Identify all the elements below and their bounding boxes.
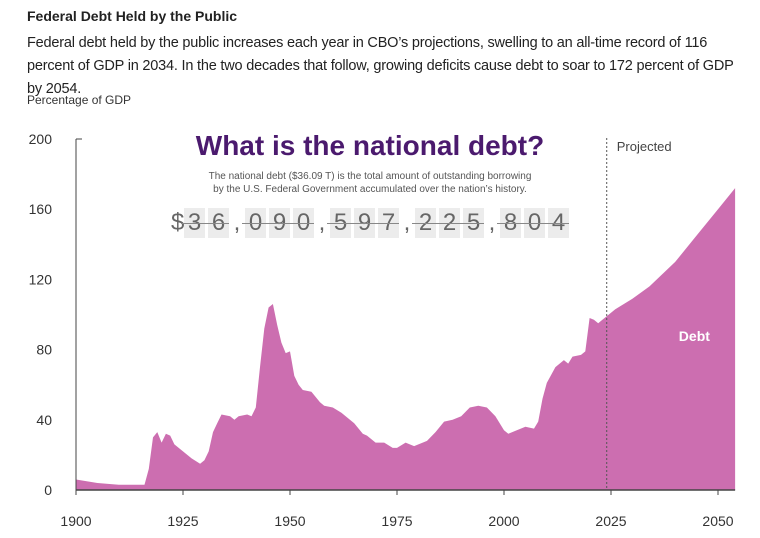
overlay-subtitle-line1: The national debt ($36.09 T) is the tota… [208,171,532,182]
counter-digit: 5 [327,208,351,238]
x-tick-label: 2050 [702,513,733,529]
y-tick-label: 80 [36,342,52,358]
counter-digit: 4 [545,208,569,238]
overlay-subtitle: The national debt ($36.09 T) is the tota… [140,170,600,196]
counter-digit: 0 [290,208,314,238]
y-tick-label: 200 [29,131,53,147]
debt-counter: $3 6, 0 9 0, 5 9 7, 2 2 5, 8 0 4 [140,208,600,238]
counter-separator: , [233,209,241,236]
y-tick-label: 40 [36,412,52,428]
series-label-debt: Debt [679,328,710,344]
overlay-title: What is the national debt? [195,130,545,161]
y-tick-label: 0 [44,482,52,498]
counter-digit: 7 [375,208,399,238]
x-tick-label: 1900 [60,513,91,529]
national-debt-overlay: What is the national debt? The national … [140,130,600,238]
counter-digit: 9 [266,208,290,238]
overlay-subtitle-line2: by the U.S. Federal Government accumulat… [213,184,527,195]
counter-digit: 9 [351,208,375,238]
y-tick-label: 160 [29,201,53,217]
counter-separator: $ [171,209,185,236]
counter-digit: 2 [412,208,436,238]
counter-separator: , [488,209,496,236]
counter-digit: 6 [205,208,229,238]
counter-digit: 0 [242,208,266,238]
counter-digit: 8 [497,208,521,238]
counter-digit: 5 [460,208,484,238]
counter-separator: , [318,209,326,236]
counter-digit: 2 [436,208,460,238]
chart-description: Federal debt held by the public increase… [27,35,734,97]
x-tick-label: 2025 [595,513,626,529]
chart-title: Federal Debt Held by the Public [27,8,238,24]
projected-label: Projected [617,139,672,154]
x-tick-label: 1950 [274,513,305,529]
x-tick-label: 1975 [381,513,412,529]
counter-digit: 0 [521,208,545,238]
x-tick-label: 2000 [488,513,519,529]
counter-digit: 3 [181,208,205,238]
x-tick-label: 1925 [167,513,198,529]
counter-separator: , [403,209,411,236]
y-axis-label: Percentage of GDP [27,93,132,107]
debt-area [76,188,736,490]
y-tick-label: 120 [29,271,53,287]
